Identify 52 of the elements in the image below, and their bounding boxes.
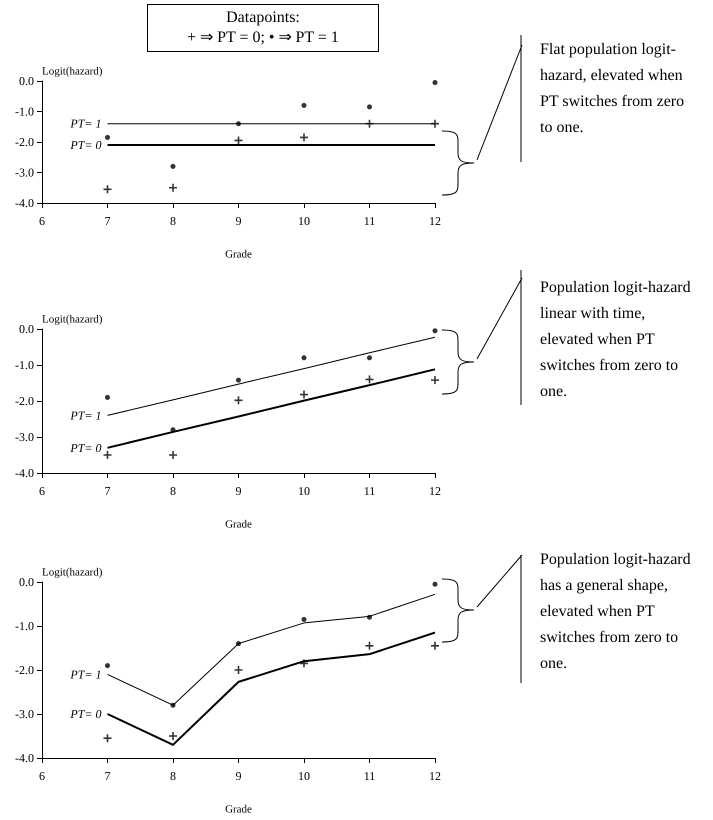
y-tick-label: 0.0	[19, 575, 34, 589]
x-axis-title: Grade	[225, 518, 252, 530]
y-tick-label: -3.0	[15, 707, 34, 721]
series-label: PT= 1	[69, 667, 102, 682]
x-tick-label: 8	[170, 769, 176, 783]
x-tick-label: 8	[170, 484, 176, 498]
x-tick-label: 6	[39, 214, 45, 228]
x-tick-label: 12	[429, 484, 441, 498]
x-tick-label: 9	[236, 214, 242, 228]
x-tick-label: 10	[298, 214, 310, 228]
x-tick-label: 11	[364, 484, 376, 498]
x-tick-label: 12	[429, 769, 441, 783]
y-tick-label: -1.0	[15, 358, 34, 372]
series-label: PT= 1	[69, 116, 102, 131]
y-tick-label: 0.0	[19, 322, 34, 336]
x-axis-title: Grade	[225, 248, 252, 260]
x-tick-label: 10	[298, 769, 310, 783]
y-tick-label: -1.0	[15, 104, 34, 118]
x-axis-title: Grade	[225, 804, 252, 816]
x-tick-label: 7	[104, 769, 110, 783]
x-tick-label: 6	[39, 769, 45, 783]
y-tick-label: -4.0	[15, 751, 34, 765]
y-tick-label: -3.0	[15, 166, 34, 180]
x-tick-label: 10	[298, 484, 310, 498]
text: Flat population logit-hazard, elevated when PT switches from zero to one.	[540, 40, 686, 138]
x-tick-label: 7	[104, 484, 110, 498]
x-tick-label: 12	[429, 214, 441, 228]
x-tick-label: 6	[39, 484, 45, 498]
x-tick-label: 9	[236, 769, 242, 783]
series-label: PT= 0	[69, 707, 102, 721]
y-axis-title: Logit(hazard)	[42, 66, 103, 78]
y-axis-title: Logit(hazard)	[42, 314, 103, 326]
text: Population logit-hazard has a general shape, elevated when PT switches from zero to one.	[540, 550, 692, 674]
y-axis-title: Logit(hazard)	[42, 566, 103, 578]
y-tick-label: -2.0	[15, 663, 34, 677]
y-tick-label: 0.0	[19, 74, 34, 88]
text: Population logit-hazard linear with time, elevated when PT switches from zero to one.	[540, 278, 692, 402]
y-tick-label: -3.0	[15, 430, 34, 444]
x-tick-label: 7	[104, 214, 110, 228]
y-tick-label: -4.0	[15, 466, 34, 480]
x-tick-label: 8	[170, 214, 176, 228]
y-tick-label: -2.0	[15, 135, 34, 149]
y-tick-label: -2.0	[15, 394, 34, 408]
series-label: PT= 1	[69, 408, 102, 422]
series-label: PT= 0	[69, 440, 102, 455]
legend-label: PT= 0	[69, 138, 102, 152]
y-tick-label: -4.0	[15, 196, 34, 210]
x-tick-label: 11	[364, 214, 376, 228]
x-tick-label: 11	[364, 769, 376, 783]
chart-title: Datapoints: + ⇒ PT = 0; • ⇒ PT = 1	[147, 4, 379, 52]
y-tick-label: -1.0	[15, 619, 34, 633]
x-tick-label: 9	[236, 484, 242, 498]
